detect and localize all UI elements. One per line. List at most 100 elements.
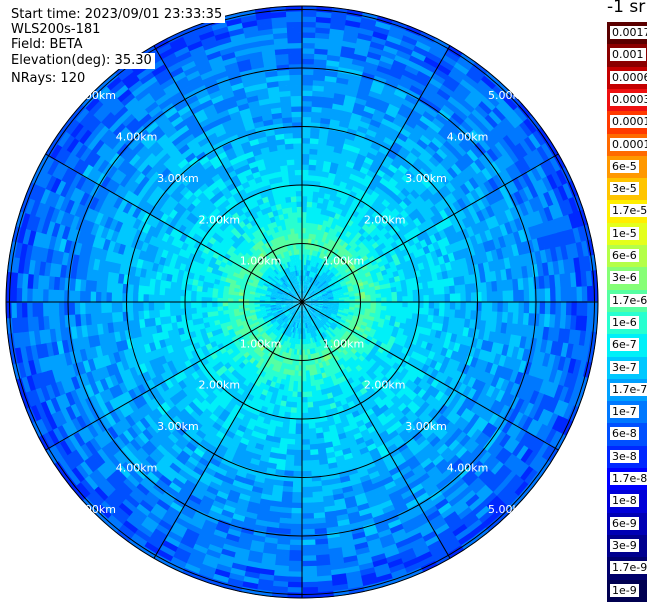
heatmap-cell	[523, 433, 537, 450]
heatmap-cell	[343, 265, 350, 272]
heatmap-cell	[340, 282, 347, 287]
heatmap-cell	[456, 57, 474, 72]
heatmap-cell	[428, 308, 435, 317]
heatmap-cell	[422, 130, 436, 143]
heatmap-cell	[480, 282, 488, 294]
heatmap-cell	[305, 286, 308, 293]
heatmap-cell	[464, 283, 472, 294]
heatmap-cell	[548, 368, 558, 385]
heatmap-cell	[367, 123, 381, 134]
heatmap-cell	[454, 240, 464, 252]
heatmap-cell	[481, 167, 494, 182]
heatmap-cell	[494, 365, 504, 379]
heatmap-cell	[557, 401, 570, 419]
heatmap-cell	[456, 83, 473, 98]
heatmap-cell	[499, 210, 510, 225]
heatmap-cell	[430, 378, 440, 389]
heatmap-cell	[358, 148, 370, 158]
heatmap-cell	[393, 88, 409, 100]
heatmap-cell	[514, 428, 527, 444]
heatmap-cell	[540, 142, 555, 160]
heatmap-cell	[421, 428, 434, 441]
heatmap-cell	[446, 324, 454, 335]
heatmap-cell	[443, 421, 455, 434]
heatmap-cell	[354, 292, 361, 297]
heatmap-cell	[441, 104, 456, 118]
heatmap-cell	[316, 202, 324, 209]
heatmap-cell	[390, 122, 404, 133]
heatmap-cell	[308, 276, 312, 283]
heatmap-cell	[479, 183, 491, 197]
heatmap-cell	[433, 67, 450, 81]
heatmap-cell	[339, 280, 346, 285]
heatmap-cell	[310, 217, 316, 224]
heatmap-cell	[364, 61, 380, 71]
heatmap-cell	[421, 61, 438, 74]
heatmap-cell	[459, 309, 467, 320]
heatmap-cell	[317, 284, 323, 289]
heatmap-cell	[174, 308, 182, 316]
heatmap-cell	[495, 506, 513, 523]
heatmap-cell	[396, 49, 413, 61]
heatmap-cell	[295, 407, 303, 414]
heatmap-cell	[329, 283, 336, 288]
heatmap-cell	[328, 264, 335, 271]
heatmap-cell	[315, 32, 331, 40]
heatmap-cell	[306, 386, 312, 393]
heatmap-cell	[467, 346, 477, 359]
heatmap-cell	[471, 108, 486, 124]
heatmap-cell	[470, 145, 484, 160]
heatmap-cell	[329, 258, 336, 266]
heatmap-cell	[557, 231, 567, 248]
heatmap-cell	[438, 393, 449, 406]
heatmap-cell	[457, 383, 468, 396]
heatmap-cell	[308, 289, 313, 295]
heatmap-cell	[311, 313, 317, 319]
heatmap-cell	[490, 127, 505, 143]
heatmap-cell	[428, 101, 443, 115]
heatmap-cell	[451, 325, 460, 336]
heatmap-cell	[359, 295, 366, 300]
heatmap-cell	[323, 283, 329, 288]
heatmap-cell	[338, 307, 345, 311]
heatmap-cell	[502, 301, 509, 314]
heatmap-cell	[357, 171, 368, 180]
heatmap-cell	[330, 331, 336, 338]
heatmap-cell	[581, 345, 590, 364]
heatmap-cell	[380, 305, 387, 312]
heatmap-cell	[301, 190, 309, 197]
heatmap-cell	[301, 544, 316, 551]
heatmap-cell	[497, 301, 504, 314]
heatmap-cell	[501, 344, 510, 358]
heatmap-cell	[450, 163, 463, 177]
heatmap-cell	[316, 294, 323, 298]
heatmap-cell	[316, 307, 323, 311]
heatmap-cell	[536, 145, 550, 163]
heatmap-cell	[414, 241, 424, 251]
heatmap-cell	[508, 396, 520, 411]
heatmap-cell	[462, 327, 470, 338]
heatmap-cell	[350, 112, 364, 122]
heatmap-cell	[428, 77, 444, 90]
heatmap-cell	[439, 301, 446, 310]
heatmap-cell	[331, 330, 338, 336]
heatmap-cell	[447, 399, 458, 412]
heatmap-cell	[315, 164, 324, 172]
heatmap-cell	[426, 51, 443, 65]
heatmap-cell	[564, 315, 572, 331]
heatmap-cell	[580, 271, 588, 289]
heatmap-cell	[536, 459, 552, 477]
heatmap-cell	[503, 407, 515, 422]
heatmap-cell	[501, 420, 514, 436]
heatmap-cell	[532, 181, 545, 198]
heatmap-cell	[301, 42, 317, 49]
heatmap-cell	[479, 231, 489, 244]
heatmap-cell	[527, 114, 543, 132]
heatmap-cell	[507, 232, 517, 247]
heatmap-cell	[323, 324, 329, 330]
heatmap-cell	[458, 156, 472, 170]
heatmap-cell	[531, 350, 541, 366]
heatmap-cell	[321, 253, 327, 260]
heatmap-cell	[547, 261, 555, 277]
heatmap-cell	[393, 321, 401, 329]
